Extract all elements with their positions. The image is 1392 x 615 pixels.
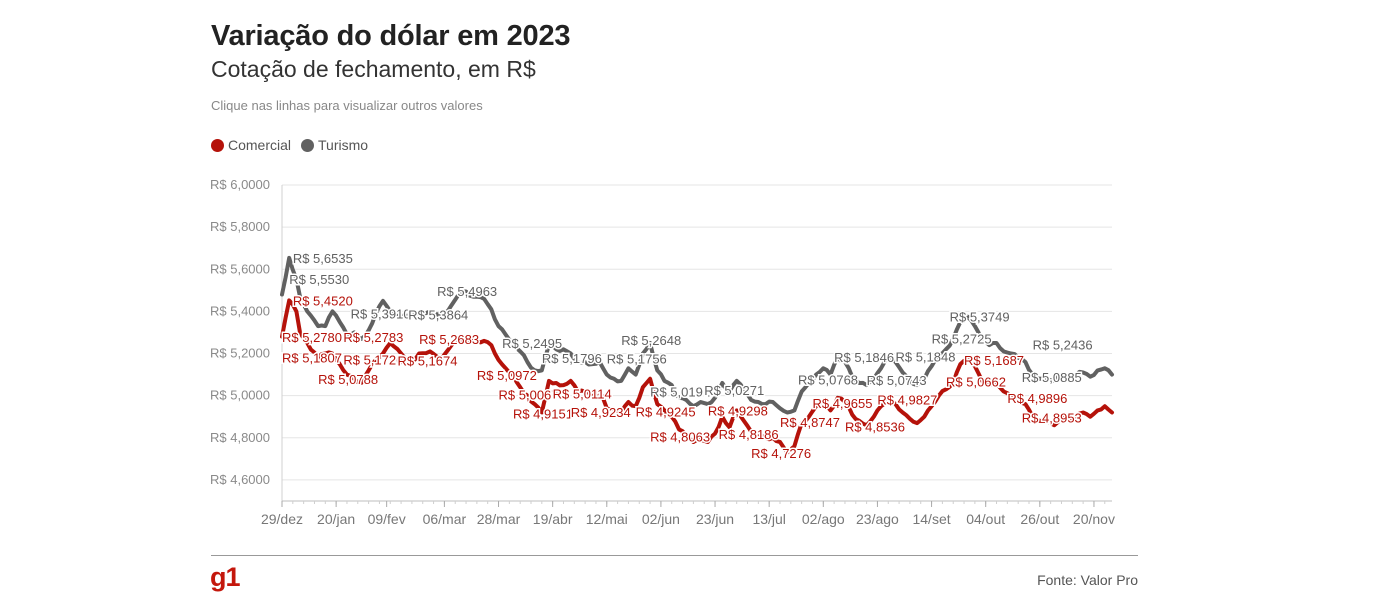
data-label: R$ 4,9827: [877, 392, 937, 407]
data-label: R$ 5,2495: [502, 336, 562, 351]
y-tick-label: R$ 4,8000: [210, 430, 270, 445]
y-tick-label: R$ 4,6000: [210, 472, 270, 487]
data-label: R$ 5,2780: [282, 330, 342, 345]
x-tick-label: 04/out: [966, 511, 1005, 527]
data-label: R$ 5,1796: [542, 351, 602, 366]
data-label: R$ 4,7276: [751, 446, 811, 461]
y-tick-label: R$ 5,2000: [210, 346, 270, 361]
data-label: R$ 4,9896: [1007, 391, 1067, 406]
data-label: R$ 5,0191: [650, 385, 710, 400]
data-label: R$ 5,1846: [834, 350, 894, 365]
x-tick-label: 12/mai: [586, 511, 628, 527]
chart-subtitle: Cotação de fechamento, em R$: [211, 56, 536, 82]
x-tick-label: 13/jul: [752, 511, 785, 527]
data-label: R$ 4,9655: [812, 396, 872, 411]
data-label: R$ 5,0114: [553, 386, 612, 401]
data-label: R$ 5,3749: [950, 310, 1010, 325]
data-label: R$ 5,1674: [397, 353, 457, 368]
data-label: R$ 4,8953: [1022, 411, 1082, 426]
series-line-turismo: [280, 255, 1114, 415]
x-tick-label: 19/abr: [533, 511, 573, 527]
data-label: R$ 5,4520: [293, 293, 353, 308]
x-tick-label: 20/nov: [1073, 511, 1115, 527]
data-label: R$ 5,0067: [499, 387, 559, 402]
x-tick-label: 09/fev: [368, 511, 406, 527]
x-tick-label: 06/mar: [423, 511, 467, 527]
data-label: R$ 5,0972: [477, 368, 537, 383]
data-label: R$ 5,2783: [343, 330, 403, 345]
data-label: R$ 5,6535: [293, 251, 353, 266]
footer-divider: [211, 555, 1138, 556]
data-label: R$ 4,9234: [571, 405, 631, 420]
series-line-comercial: [280, 298, 1114, 455]
data-label: R$ 5,1726: [343, 352, 403, 367]
x-tick-label: 14/set: [912, 511, 950, 527]
legend-label-comercial: Comercial: [228, 137, 292, 153]
x-tick-label: 29/dez: [261, 511, 303, 527]
legend-item-comercial[interactable]: Comercial: [211, 137, 291, 153]
legend-dot-icon: [301, 138, 315, 152]
data-label: R$ 5,2436: [1033, 337, 1093, 352]
legend-label-turismo: Turismo: [318, 137, 369, 153]
data-label: R$ 5,0885: [1022, 370, 1082, 385]
data-label: R$ 4,8186: [719, 427, 779, 442]
g1-logo: g1: [210, 562, 240, 592]
chart-title: Variação do dólar em 2023: [211, 20, 571, 52]
data-label: R$ 5,0743: [867, 373, 927, 388]
y-tick-label: R$ 5,6000: [210, 261, 270, 276]
x-tick-label: 26/out: [1020, 511, 1059, 527]
data-label: R$ 4,9298: [708, 403, 768, 418]
data-label: R$ 5,2648: [621, 333, 681, 348]
y-tick-label: R$ 5,8000: [210, 219, 270, 234]
x-tick-label: 02/jun: [642, 511, 680, 527]
legend-dot-icon: [211, 138, 224, 152]
x-tick-label: 23/ago: [856, 511, 899, 527]
data-label: R$ 4,8747: [780, 415, 840, 430]
data-label: R$ 4,8536: [845, 420, 905, 435]
data-label: R$ 5,0271: [704, 383, 764, 398]
data-label: R$ 4,9245: [636, 405, 696, 420]
x-tick-label: 28/mar: [477, 511, 521, 527]
x-tick-label: 23/jun: [696, 511, 734, 527]
data-label: R$ 5,4963: [437, 284, 497, 299]
data-label: R$ 5,3910: [351, 306, 411, 321]
x-tick-label: 20/jan: [317, 511, 355, 527]
data-label: R$ 5,1848: [895, 350, 955, 365]
data-label: R$ 4,8063: [650, 429, 710, 444]
data-label: R$ 5,2725: [932, 331, 992, 346]
data-label: R$ 5,1756: [607, 352, 667, 367]
legend-item-turismo[interactable]: Turismo: [301, 137, 368, 153]
data-label: R$ 5,3864: [408, 307, 468, 322]
data-label: R$ 5,1807: [282, 351, 342, 366]
legend: Comercial Turismo: [211, 137, 368, 153]
data-label: R$ 5,0662: [946, 375, 1006, 390]
y-tick-label: R$ 6,0000: [210, 177, 270, 192]
data-label: R$ 5,0788: [318, 372, 378, 387]
data-label: R$ 4,9151: [513, 407, 573, 422]
data-label: R$ 5,0768: [798, 372, 858, 387]
x-tick-label: 02/ago: [802, 511, 845, 527]
y-tick-label: R$ 5,0000: [210, 388, 270, 403]
data-label: R$ 5,2683: [419, 332, 479, 347]
data-label: R$ 5,5530: [289, 272, 349, 287]
source-credit: Fonte: Valor Pro: [1037, 572, 1138, 588]
interaction-hint: Clique nas linhas para visualizar outros…: [211, 98, 483, 113]
y-tick-label: R$ 5,4000: [210, 303, 270, 318]
data-label: R$ 5,1687: [964, 353, 1024, 368]
line-chart: R$ 6,0000 R$ 5,8000 R$ 5,6000 R$ 5,4000 R$ 5…: [210, 177, 1115, 527]
